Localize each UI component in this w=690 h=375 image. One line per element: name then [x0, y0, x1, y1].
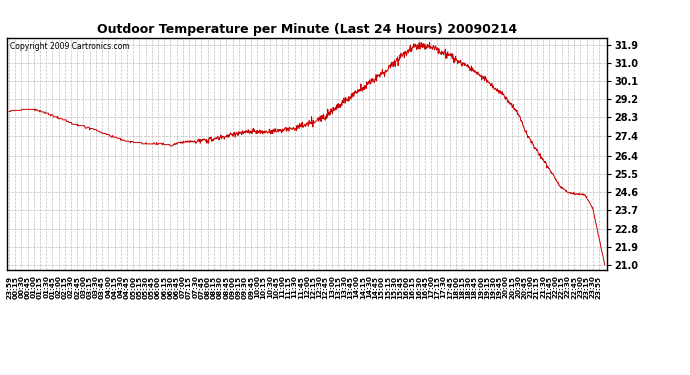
Title: Outdoor Temperature per Minute (Last 24 Hours) 20090214: Outdoor Temperature per Minute (Last 24 …: [97, 23, 517, 36]
Text: Copyright 2009 Cartronics.com: Copyright 2009 Cartronics.com: [10, 42, 130, 51]
